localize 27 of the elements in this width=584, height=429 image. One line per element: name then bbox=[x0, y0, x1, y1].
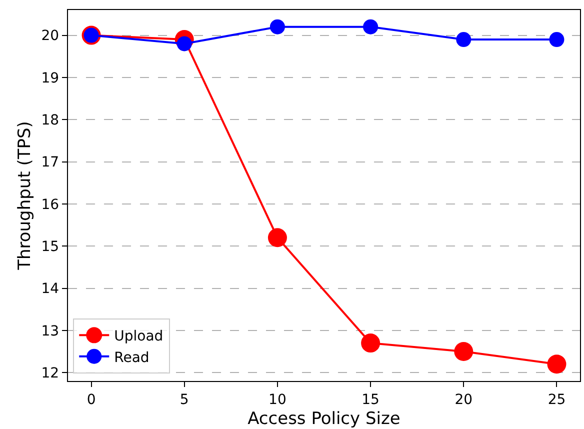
point bbox=[547, 354, 566, 374]
x-tick-label: 25 bbox=[548, 392, 566, 408]
x-tick-label: 5 bbox=[180, 392, 189, 408]
x-tick-label: 10 bbox=[268, 392, 286, 408]
point bbox=[268, 228, 287, 248]
y-tick-label: 16 bbox=[41, 196, 60, 213]
y-axis-title: Throughput (TPS) bbox=[14, 121, 35, 271]
point bbox=[270, 19, 285, 34]
point bbox=[454, 342, 474, 361]
y-tick-label: 17 bbox=[41, 154, 60, 171]
y-tick-label: 12 bbox=[41, 365, 60, 382]
x-tick-label: 15 bbox=[362, 392, 380, 408]
y-tick-label: 14 bbox=[41, 281, 60, 298]
legend-label: Upload bbox=[114, 328, 164, 345]
y-tick-label: 19 bbox=[41, 70, 60, 86]
point bbox=[363, 19, 378, 34]
point bbox=[456, 32, 472, 48]
point bbox=[361, 334, 380, 353]
y-tick-label: 18 bbox=[41, 112, 60, 129]
x-axis-title: Access Policy Size bbox=[248, 409, 400, 429]
point bbox=[549, 32, 564, 48]
y-tick-label: 15 bbox=[41, 238, 60, 255]
x-tick-label: 0 bbox=[86, 392, 96, 408]
y-tick-label: 20 bbox=[41, 28, 60, 44]
y-tick-label: 13 bbox=[41, 323, 60, 340]
legend-label: Read bbox=[114, 350, 150, 366]
x-tick-label: 20 bbox=[454, 392, 473, 408]
